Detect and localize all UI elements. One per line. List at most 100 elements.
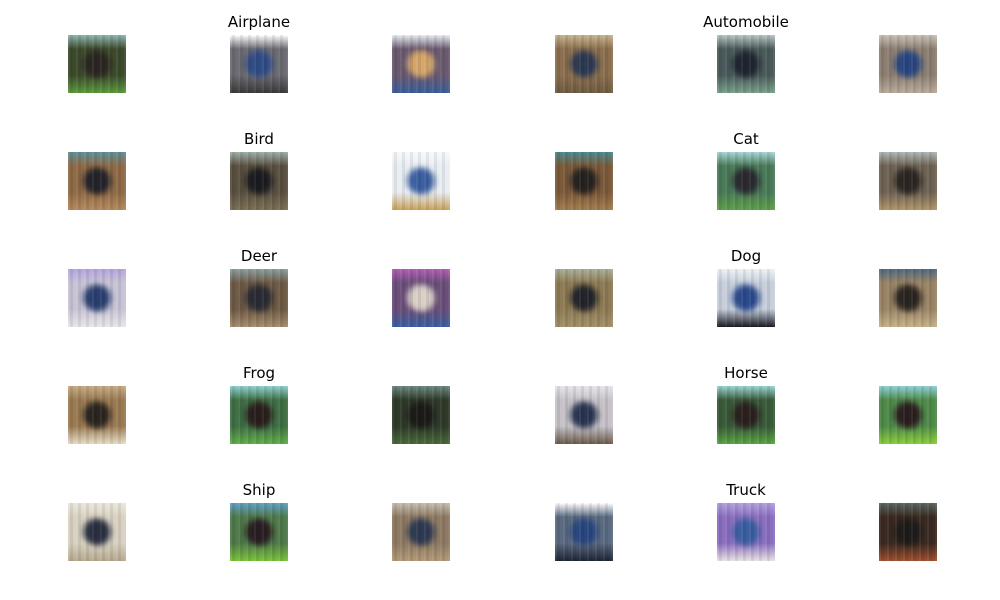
sample-noise-streaks <box>879 503 937 561</box>
sample-ground-band <box>230 192 288 210</box>
sample-sky-band <box>879 269 937 283</box>
sample-sky-band <box>68 152 126 166</box>
sample-noise-streaks <box>717 35 775 93</box>
sample-image-frog-1 <box>68 386 126 444</box>
sample-noise-streaks <box>555 35 613 93</box>
sample-noise-streaks <box>68 386 126 444</box>
sample-image-airplane-3 <box>392 35 450 93</box>
sample-object-blob <box>242 283 276 313</box>
sample-sky-band <box>555 386 613 400</box>
sample-image-dog-3 <box>879 269 937 327</box>
sample-noise-streaks <box>555 386 613 444</box>
sample-noise-streaks <box>555 152 613 210</box>
sample-image-deer-3 <box>392 269 450 327</box>
sample-object-blob <box>242 49 276 79</box>
sample-sky-band <box>879 503 937 517</box>
sample-image-horse-2 <box>717 386 775 444</box>
sample-ground-band <box>717 309 775 327</box>
sample-object-blob <box>729 49 763 79</box>
sample-noise-streaks <box>717 269 775 327</box>
class-title-airplane: Airplane <box>227 13 291 31</box>
sample-object-blob <box>729 283 763 313</box>
class-title-horse: Horse <box>724 364 768 382</box>
sample-object-blob <box>891 400 925 430</box>
sample-ground-band <box>555 75 613 93</box>
sample-image-cat-3 <box>879 152 937 210</box>
sample-object-blob <box>567 166 601 196</box>
sample-noise-streaks <box>879 269 937 327</box>
sample-sky-band <box>717 503 775 517</box>
sample-ground-band <box>879 543 937 561</box>
sample-sky-band <box>392 386 450 400</box>
sample-object-blob <box>567 283 601 313</box>
sample-ground-band <box>879 75 937 93</box>
sample-ground-band <box>555 309 613 327</box>
sample-object-blob <box>729 400 763 430</box>
sample-object-blob <box>729 517 763 547</box>
sample-object-blob <box>80 166 114 196</box>
sample-noise-streaks <box>555 269 613 327</box>
sample-sky-band <box>392 503 450 517</box>
sample-sky-band <box>555 269 613 283</box>
sample-sky-band <box>68 269 126 283</box>
sample-sky-band <box>717 35 775 49</box>
sample-noise-streaks <box>879 386 937 444</box>
sample-object-blob <box>404 49 438 79</box>
class-title-deer: Deer <box>240 247 278 265</box>
sample-ground-band <box>555 426 613 444</box>
sample-ground-band <box>555 192 613 210</box>
sample-object-blob <box>80 517 114 547</box>
sample-sky-band <box>392 35 450 49</box>
sample-ground-band <box>392 309 450 327</box>
sample-sky-band <box>717 269 775 283</box>
sample-ground-band <box>68 192 126 210</box>
sample-ground-band <box>230 543 288 561</box>
sample-image-frog-3 <box>392 386 450 444</box>
sample-image-automobile-1 <box>555 35 613 93</box>
sample-image-truck-2 <box>717 503 775 561</box>
class-title-cat: Cat <box>733 130 759 148</box>
sample-object-blob <box>404 166 438 196</box>
sample-noise-streaks <box>392 503 450 561</box>
sample-noise-streaks <box>392 269 450 327</box>
sample-noise-streaks <box>717 386 775 444</box>
sample-image-ship-3 <box>392 503 450 561</box>
sample-image-deer-1 <box>68 269 126 327</box>
sample-sky-band <box>555 503 613 517</box>
sample-ground-band <box>230 309 288 327</box>
sample-object-blob <box>404 283 438 313</box>
sample-image-ship-1 <box>68 503 126 561</box>
sample-image-airplane-1 <box>68 35 126 93</box>
class-title-ship: Ship <box>242 481 276 499</box>
sample-object-blob <box>891 49 925 79</box>
sample-object-blob <box>567 517 601 547</box>
sample-object-blob <box>80 49 114 79</box>
class-title-bird: Bird <box>244 130 274 148</box>
sample-sky-band <box>68 386 126 400</box>
sample-object-blob <box>404 517 438 547</box>
sample-noise-streaks <box>392 152 450 210</box>
sample-ground-band <box>392 543 450 561</box>
sample-image-frog-2 <box>230 386 288 444</box>
sample-ground-band <box>717 192 775 210</box>
sample-sky-band <box>717 152 775 166</box>
sample-sky-band <box>555 35 613 49</box>
sample-ground-band <box>392 192 450 210</box>
sample-object-blob <box>242 166 276 196</box>
sample-sky-band <box>230 503 288 517</box>
sample-image-cat-2 <box>717 152 775 210</box>
sample-sky-band <box>555 152 613 166</box>
sample-noise-streaks <box>230 503 288 561</box>
class-title-dog: Dog <box>730 247 762 265</box>
sample-noise-streaks <box>230 386 288 444</box>
sample-object-blob <box>891 517 925 547</box>
sample-sky-band <box>68 503 126 517</box>
sample-sky-band <box>230 386 288 400</box>
sample-ground-band <box>68 75 126 93</box>
sample-noise-streaks <box>68 35 126 93</box>
sample-ground-band <box>717 426 775 444</box>
sample-image-airplane-2 <box>230 35 288 93</box>
sample-image-truck-1 <box>555 503 613 561</box>
sample-noise-streaks <box>68 503 126 561</box>
class-title-truck: Truck <box>726 481 766 499</box>
